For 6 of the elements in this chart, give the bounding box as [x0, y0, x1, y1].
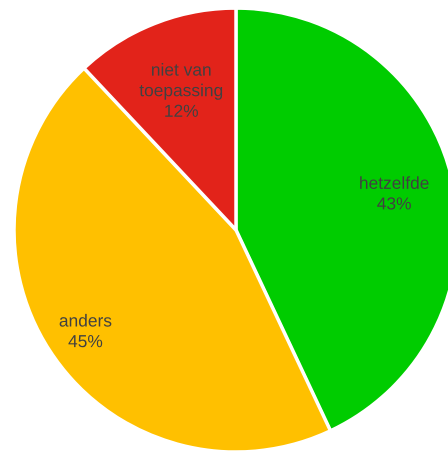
data-label: 45% [68, 335, 102, 348]
data-label: 43% [377, 197, 411, 210]
slice-label: anders [60, 314, 112, 327]
slice-label: hetzelfde [360, 176, 429, 190]
slice-label: niet van toepassing [140, 63, 222, 100]
data-label: 12% [165, 104, 198, 117]
